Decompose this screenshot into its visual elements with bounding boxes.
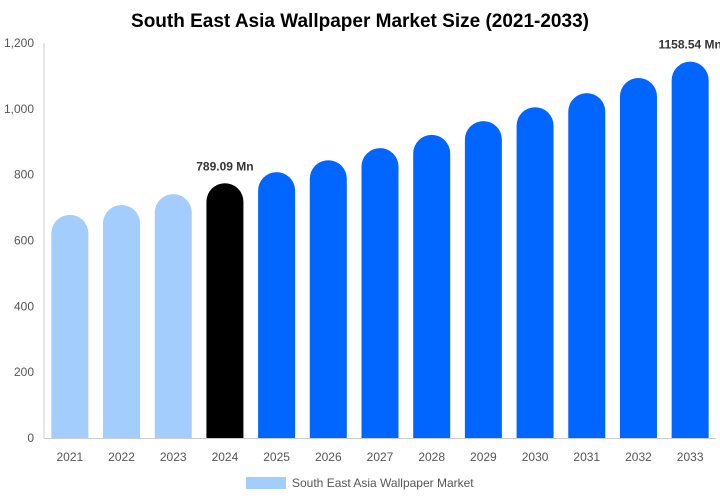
x-tick-label: 2024: [212, 450, 239, 464]
bar-2028[interactable]: [413, 134, 451, 438]
x-tick-label: 2026: [315, 450, 342, 464]
bar-2025[interactable]: [258, 172, 296, 439]
bar-2027[interactable]: [361, 148, 399, 439]
bar-2033[interactable]: [671, 61, 709, 439]
y-tick-label: 400: [14, 299, 34, 313]
x-tick-label: 2027: [367, 450, 394, 464]
x-tick-label: 2031: [573, 450, 600, 464]
y-tick-label: 600: [14, 234, 34, 248]
data-label-2024: 789.09 Mn: [196, 159, 253, 173]
bar-2021[interactable]: [51, 214, 89, 438]
y-tick-label: 1,200: [4, 36, 34, 50]
bar-2032[interactable]: [619, 77, 657, 439]
x-tick-label: 2022: [108, 450, 135, 464]
y-axis: 0 200 400 600 800 1,000 1,200: [4, 36, 34, 445]
bar-2030[interactable]: [516, 107, 554, 438]
y-tick-label: 0: [27, 431, 34, 445]
x-tick-label: 2021: [56, 450, 83, 464]
legend-label: South East Asia Wallpaper Market: [292, 476, 474, 490]
x-axis: 2021 2022 2023 2024 2025 2026 2027 2028 2029 2030…: [56, 450, 703, 464]
x-tick-label: 2025: [263, 450, 290, 464]
y-tick-label: 800: [14, 168, 34, 182]
x-tick-label: 2032: [625, 450, 652, 464]
x-tick-label: 2033: [677, 450, 704, 464]
bar-2023[interactable]: [154, 194, 192, 438]
y-tick-label: 200: [14, 365, 34, 379]
x-tick-label: 2030: [522, 450, 549, 464]
bar-2029[interactable]: [464, 121, 502, 438]
bar-2024[interactable]: [206, 183, 244, 438]
data-labels: 789.09 Mn 1158.54 Mn: [196, 38, 720, 174]
legend-swatch: [246, 477, 286, 489]
bar-2031[interactable]: [568, 93, 606, 438]
y-tick-label: 1,000: [4, 102, 34, 116]
x-tick-label: 2028: [418, 450, 445, 464]
bars: [51, 61, 709, 439]
legend[interactable]: South East Asia Wallpaper Market: [246, 476, 474, 490]
x-tick-label: 2023: [160, 450, 187, 464]
x-tick-label: 2029: [470, 450, 497, 464]
bar-2026[interactable]: [309, 160, 347, 438]
data-label-2033: 1158.54 Mn: [658, 38, 720, 52]
chart-title: South East Asia Wallpaper Market Size (2…: [131, 11, 589, 32]
bar-2022[interactable]: [103, 205, 141, 438]
